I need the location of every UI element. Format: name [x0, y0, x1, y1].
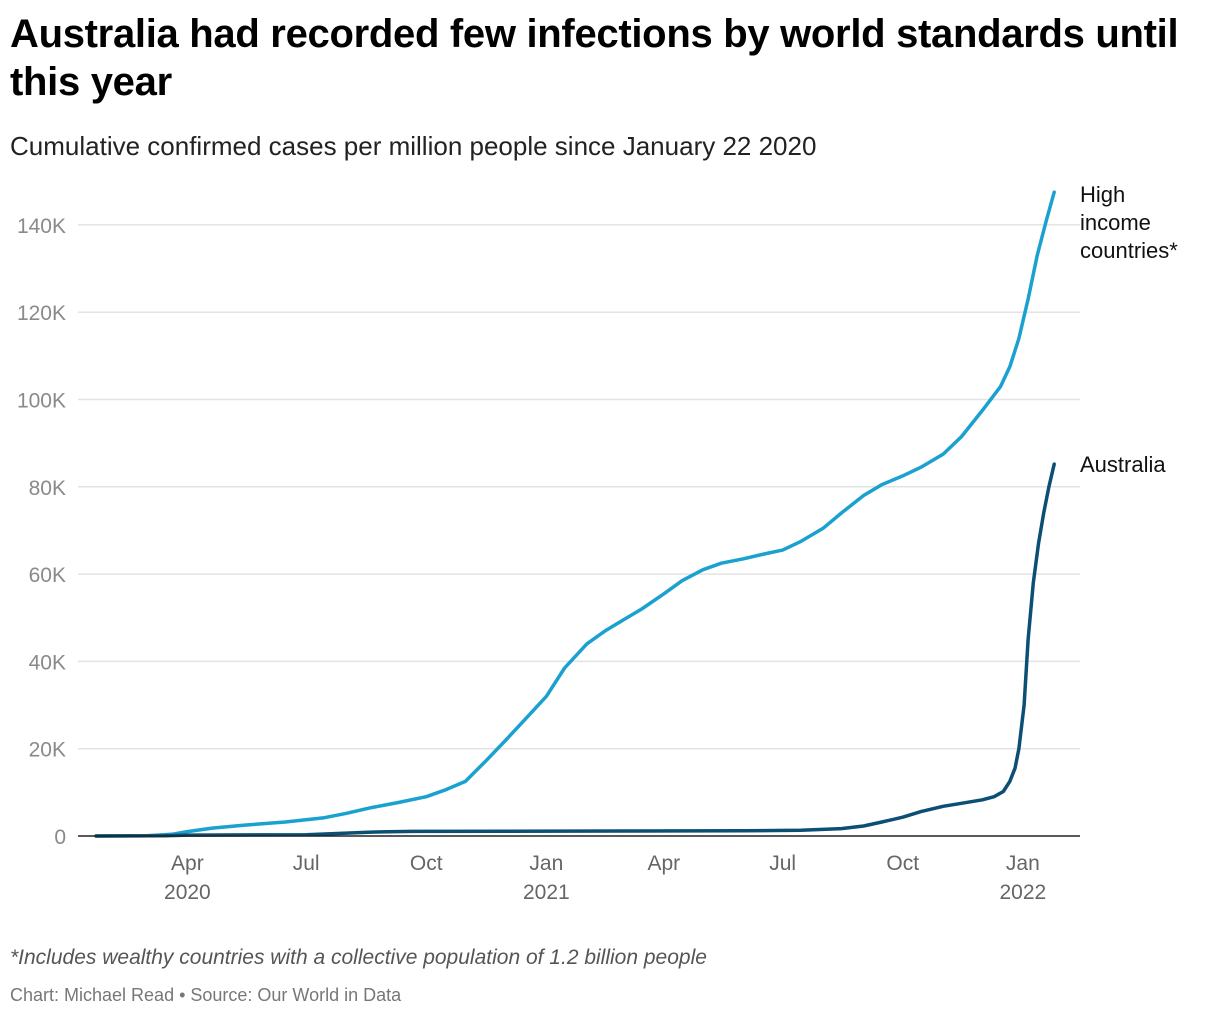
x-tick-label: Jan: [1006, 852, 1040, 875]
y-tick-label: 120K: [17, 302, 66, 325]
x-tick-label: Jan: [529, 852, 563, 875]
footnote: *Includes wealthy countries with a colle…: [10, 946, 707, 969]
x-tick-year-label: 2021: [523, 881, 570, 904]
x-tick-label: Apr: [171, 852, 204, 875]
y-tick-label: 140K: [17, 215, 66, 238]
x-tick-label: Jul: [769, 852, 796, 875]
x-tick-year-label: 2020: [164, 881, 211, 904]
y-tick-label: 20K: [29, 739, 66, 762]
gridlines: [78, 224, 1080, 750]
chart-subtitle: Cumulative confirmed cases per million p…: [10, 131, 817, 161]
y-tick-label: 40K: [29, 651, 66, 674]
series-label-high-income: countries*: [1080, 238, 1178, 263]
series-label-australia: Australia: [1080, 452, 1166, 477]
y-tick-label: 0: [54, 826, 66, 849]
y-tick-label: 60K: [29, 564, 66, 587]
series-label-high-income: High: [1080, 182, 1125, 207]
series-labels: High income countries* Australia: [1080, 182, 1178, 477]
x-axis-tick-labels: Apr 2020 Jul Oct Jan 2021 Apr Jul Oct Jan 2022: [164, 852, 1046, 904]
series-line-australia: [94, 462, 1056, 838]
series-label-high-income: income: [1080, 210, 1151, 235]
source-credit: Chart: Michael Read • Source: Our World …: [10, 985, 402, 1005]
x-tick-year-label: 2022: [999, 881, 1046, 904]
line-chart: 0 20K 40K 60K 80K 100K 120K 140K Apr 2020 Jul Oct J…: [17, 182, 1178, 904]
y-tick-label: 100K: [17, 390, 66, 413]
series-line-high-income: [94, 190, 1056, 838]
series-lines: [94, 190, 1056, 838]
y-tick-label: 80K: [29, 477, 66, 500]
chart-title: Australia had recorded few infections by…: [10, 12, 1179, 104]
x-tick-label: Apr: [648, 852, 681, 875]
x-tick-label: Oct: [410, 852, 443, 875]
x-tick-label: Jul: [293, 852, 320, 875]
y-axis-tick-labels: 0 20K 40K 60K 80K 100K 120K 140K: [17, 215, 66, 849]
x-tick-label: Oct: [886, 852, 919, 875]
